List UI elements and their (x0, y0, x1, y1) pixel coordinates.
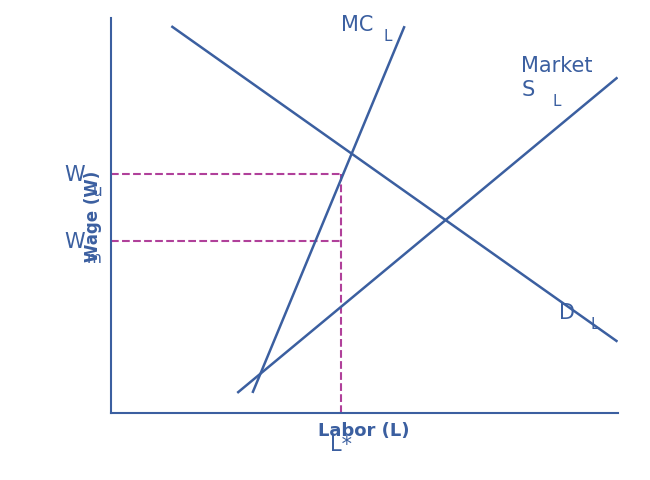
Text: Market: Market (521, 56, 593, 76)
Text: W: W (64, 165, 85, 185)
Y-axis label: Wage (W): Wage (W) (84, 170, 102, 262)
Text: S: S (521, 80, 534, 100)
X-axis label: Labor (L): Labor (L) (318, 421, 410, 439)
Text: W: W (64, 232, 85, 252)
Text: L: L (591, 316, 599, 331)
Text: L*: L* (330, 434, 352, 455)
Text: L: L (384, 29, 392, 44)
Text: L: L (552, 94, 561, 109)
Text: MC: MC (341, 15, 374, 35)
Text: u: u (92, 184, 102, 199)
Text: m: m (87, 251, 102, 265)
Text: D: D (559, 302, 575, 322)
